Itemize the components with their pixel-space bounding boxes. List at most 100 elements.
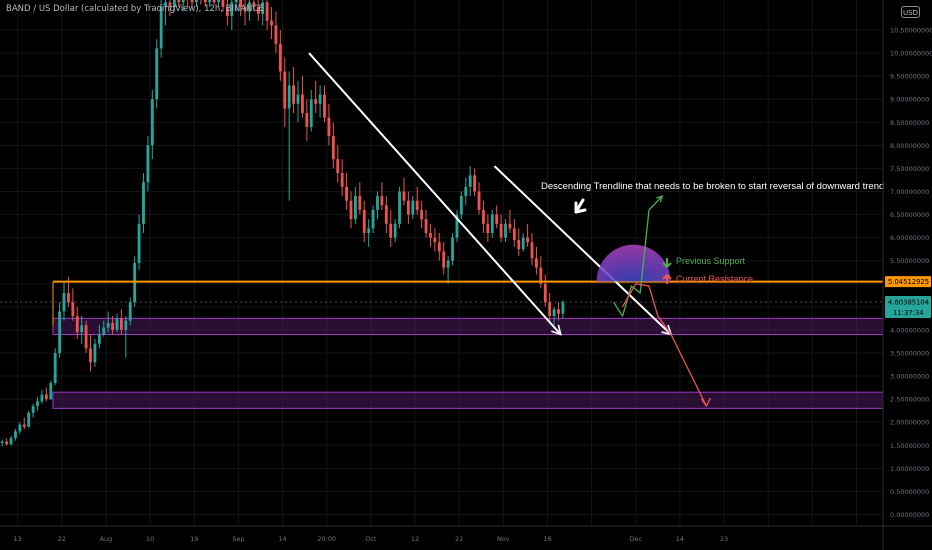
candle-body <box>468 175 472 187</box>
candle-body <box>230 2 234 17</box>
y-tick-label: 0.50000000 <box>890 488 929 496</box>
resistance-price-tag-text: 5.04512925 <box>888 278 929 286</box>
candle-body <box>49 382 53 400</box>
y-tick-label: 7.00000000 <box>890 188 929 196</box>
candle-body <box>146 145 150 183</box>
candle-body <box>31 406 35 413</box>
candle-body <box>358 196 362 210</box>
candle-body <box>486 223 490 234</box>
candle-body <box>119 318 123 330</box>
candle-body <box>128 302 132 321</box>
x-tick-label: Dec <box>629 535 642 543</box>
y-tick-label: 9.50000000 <box>890 73 929 81</box>
last-price-tag-text: 4.60385104 <box>888 299 929 307</box>
y-tick-label: 6.00000000 <box>890 234 929 242</box>
candle-body <box>490 214 494 234</box>
candle-body <box>208 0 212 3</box>
candle-body <box>27 412 31 427</box>
x-tick-label: 13 <box>14 535 22 543</box>
y-tick-label: 2.50000000 <box>890 396 929 404</box>
candle-body <box>67 292 70 303</box>
y-tick-label: 3.00000000 <box>890 373 929 381</box>
candle-body <box>97 334 101 344</box>
zone-rect <box>52 391 884 409</box>
y-tick-label: 9.00000000 <box>890 96 929 104</box>
candle-body <box>433 237 437 243</box>
trendline-note: Descending Trendline that needs to be br… <box>541 181 884 192</box>
candle-body <box>530 242 534 259</box>
price-axis[interactable]: 10.50000000 10.00000000 9.50000000 9.000000… <box>882 0 932 550</box>
candle-body <box>164 2 167 7</box>
candle-body <box>159 6 163 49</box>
last-price-tag <box>885 296 931 319</box>
x-tick-label: 22 <box>58 535 66 543</box>
x-tick-label: Nov <box>497 535 510 543</box>
candle-body <box>526 237 530 243</box>
candle-body <box>323 94 326 118</box>
candle-body <box>402 191 406 201</box>
candle-body <box>482 209 485 224</box>
candle-body <box>80 325 84 333</box>
x-tick-label: Aug <box>100 535 113 543</box>
candle-body <box>406 200 410 215</box>
x-tick-label: Sep <box>232 535 244 543</box>
candle-body <box>270 20 273 26</box>
candle-body <box>71 302 75 317</box>
candle-body <box>499 223 503 238</box>
resistance-price-tag <box>885 276 931 288</box>
candle-body <box>349 200 353 220</box>
trendline-secondary <box>493 165 672 336</box>
candle-body <box>340 173 344 187</box>
candle-body <box>446 260 450 268</box>
candle-body <box>345 186 348 201</box>
currency-badge[interactable]: USD <box>901 6 920 18</box>
candle-body <box>477 191 481 210</box>
candle-body <box>274 25 278 44</box>
candle-body <box>181 0 185 3</box>
y-tick-label: 8.50000000 <box>890 119 929 127</box>
x-tick-label: 16 <box>543 535 551 543</box>
candle-body <box>415 200 419 210</box>
candle-body <box>239 0 243 7</box>
candle-body <box>102 327 106 335</box>
candle-body <box>367 228 371 234</box>
candle-body <box>278 43 282 72</box>
candle-body <box>411 200 415 215</box>
candle-body <box>512 228 516 240</box>
candle-body <box>424 219 428 234</box>
x-tick-label: 10 <box>146 535 154 543</box>
candle-body <box>243 6 247 12</box>
candle-body <box>14 431 17 438</box>
candle-body <box>212 0 216 3</box>
candle-body <box>203 0 207 3</box>
candle-body <box>62 292 66 312</box>
candle-body <box>557 309 560 314</box>
candle-body <box>44 394 48 400</box>
candle-body <box>353 196 357 220</box>
candle-body <box>521 237 525 250</box>
y-tick-label: 1.50000000 <box>890 442 929 450</box>
candle-body <box>442 251 446 268</box>
candle-body <box>327 117 331 137</box>
x-tick-label: Oct <box>365 535 377 543</box>
candle-body <box>517 239 521 250</box>
previous-support-label: Previous Support <box>676 256 746 266</box>
candle-body <box>40 394 44 402</box>
candle-body <box>437 242 441 252</box>
candle-body <box>429 233 432 238</box>
candle-body <box>190 0 194 3</box>
candle-body <box>177 0 181 3</box>
candle-body <box>371 209 375 229</box>
candle-body <box>331 136 335 160</box>
candle-body <box>217 0 220 3</box>
time-axis[interactable]: 13 22 Aug 10 19 Sep 14 20:00 Oct 12 21 Nov 16 Dec 14 23 <box>0 525 932 543</box>
x-tick-label: 14 <box>676 535 684 543</box>
x-tick-label: 19 <box>190 535 198 543</box>
candle-body <box>89 348 92 363</box>
current-resistance-label: Current Resistance <box>676 274 753 284</box>
candle-body <box>508 223 512 229</box>
candle-body <box>398 191 401 224</box>
candle-body <box>389 223 393 238</box>
candle-body <box>195 0 198 3</box>
